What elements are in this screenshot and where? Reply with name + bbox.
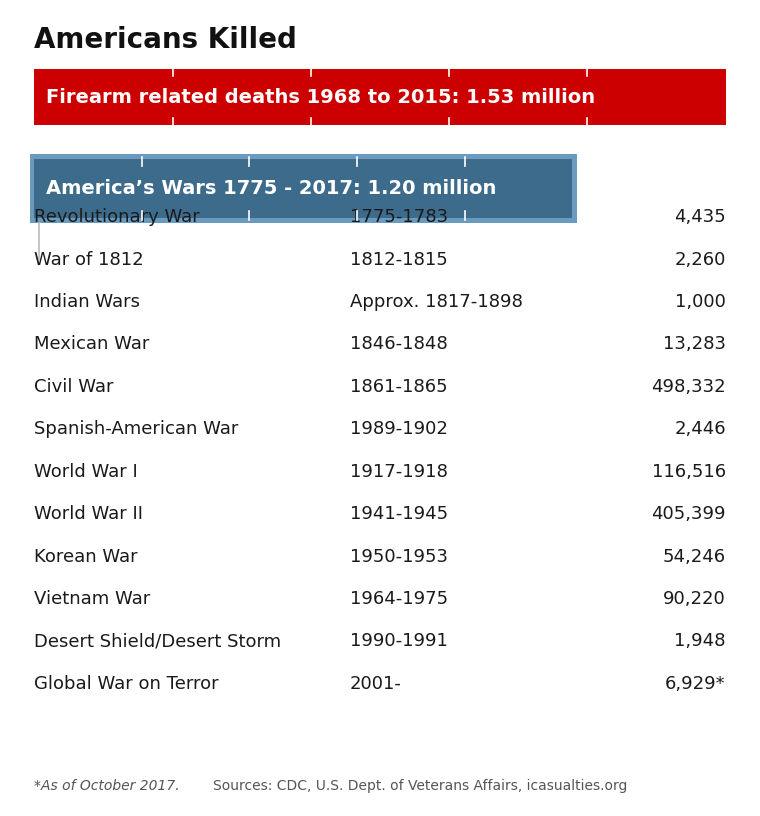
Text: 1,948: 1,948 <box>674 632 726 650</box>
Text: 2,260: 2,260 <box>674 251 726 268</box>
Text: World War I: World War I <box>34 463 138 481</box>
Text: Vietnam War: Vietnam War <box>34 590 150 608</box>
Text: War of 1812: War of 1812 <box>34 251 144 268</box>
FancyBboxPatch shape <box>34 69 726 125</box>
Text: 1846-1848: 1846-1848 <box>350 335 448 353</box>
Text: Revolutionary War: Revolutionary War <box>34 208 200 226</box>
Text: 1861-1865: 1861-1865 <box>350 378 447 396</box>
Text: Firearm related deaths 1968 to 2015: 1.53 million: Firearm related deaths 1968 to 2015: 1.5… <box>46 87 595 107</box>
Text: 1950-1953: 1950-1953 <box>350 548 448 565</box>
Text: 1,000: 1,000 <box>675 293 726 311</box>
Text: Global War on Terror: Global War on Terror <box>34 675 219 693</box>
Text: 6,929*: 6,929* <box>665 675 726 693</box>
Text: 90,220: 90,220 <box>663 590 726 608</box>
Text: 4,435: 4,435 <box>674 208 726 226</box>
Text: 405,399: 405,399 <box>651 505 726 523</box>
Text: 1990-1991: 1990-1991 <box>350 632 448 650</box>
Text: 1917-1918: 1917-1918 <box>350 463 448 481</box>
Text: 2001-: 2001- <box>350 675 401 693</box>
Text: 1812-1815: 1812-1815 <box>350 251 448 268</box>
FancyBboxPatch shape <box>34 159 572 218</box>
Text: 116,516: 116,516 <box>651 463 726 481</box>
Text: Korean War: Korean War <box>34 548 138 565</box>
FancyBboxPatch shape <box>30 154 577 223</box>
Text: 54,246: 54,246 <box>663 548 726 565</box>
Text: *As of October 2017.: *As of October 2017. <box>34 779 180 793</box>
Text: World War II: World War II <box>34 505 143 523</box>
Text: 498,332: 498,332 <box>651 378 726 396</box>
Text: 13,283: 13,283 <box>663 335 726 353</box>
Text: America’s Wars 1775 - 2017: 1.20 million: America’s Wars 1775 - 2017: 1.20 million <box>46 179 496 198</box>
Text: Mexican War: Mexican War <box>34 335 150 353</box>
Text: Desert Shield/Desert Storm: Desert Shield/Desert Storm <box>34 632 281 650</box>
Text: Spanish-American War: Spanish-American War <box>34 420 239 438</box>
Text: 1989-1902: 1989-1902 <box>350 420 448 438</box>
Text: 1775-1783: 1775-1783 <box>350 208 448 226</box>
Text: Indian Wars: Indian Wars <box>34 293 140 311</box>
Text: Sources: CDC, U.S. Dept. of Veterans Affairs, icasualties.org: Sources: CDC, U.S. Dept. of Veterans Aff… <box>213 779 627 793</box>
Text: Civil War: Civil War <box>34 378 114 396</box>
Text: Americans Killed: Americans Killed <box>34 26 297 54</box>
Text: 1964-1975: 1964-1975 <box>350 590 448 608</box>
Text: 2,446: 2,446 <box>674 420 726 438</box>
Text: 1941-1945: 1941-1945 <box>350 505 448 523</box>
Text: Approx. 1817-1898: Approx. 1817-1898 <box>350 293 522 311</box>
